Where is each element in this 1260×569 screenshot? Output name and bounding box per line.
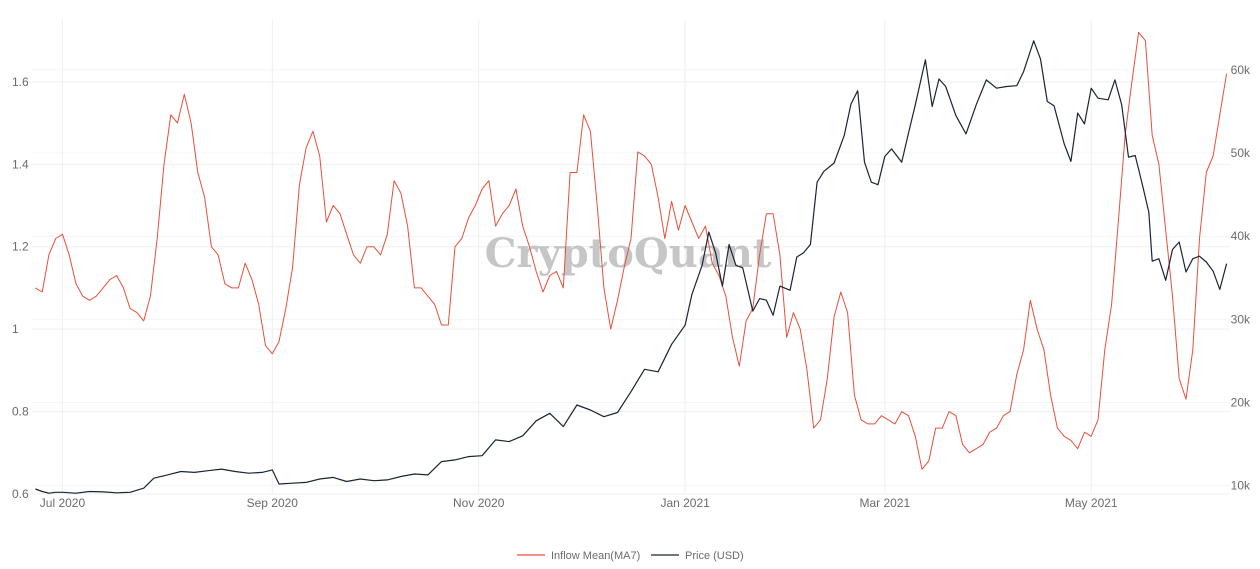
y-left-tick-label: 0.6 <box>12 487 29 501</box>
axes: Jul 2020 Sep 2020 Nov 2020 Jan 2021 Mar 2021… <box>12 63 1251 510</box>
x-tick-label: May 2021 <box>1065 496 1118 510</box>
watermark-text: CryptoQuant <box>485 230 772 277</box>
grid-lines <box>32 20 1230 495</box>
y-left-tick-label: 1.4 <box>12 157 29 171</box>
x-tick-label: Mar 2021 <box>859 496 910 510</box>
y-right-tick-label: 30k <box>1231 312 1251 326</box>
y-left-tick-label: 1 <box>12 322 19 336</box>
y-right-tick-label: 20k <box>1231 396 1251 410</box>
y-right-tick-label: 60k <box>1231 63 1251 77</box>
legend-label: Inflow Mean(MA7) <box>551 550 640 562</box>
y-left-tick-label: 1.6 <box>12 75 29 89</box>
x-tick-label: Sep 2020 <box>247 496 299 510</box>
x-tick-label: Nov 2020 <box>453 496 505 510</box>
x-tick-label: Jul 2020 <box>40 496 86 510</box>
y-left-tick-label: 0.8 <box>12 405 29 419</box>
legend-item[interactable]: Inflow Mean(MA7) <box>517 550 640 562</box>
y-left-tick-label: 1.2 <box>12 240 29 254</box>
legend-item[interactable]: Price (USD) <box>651 550 744 562</box>
inflow-mean-line <box>35 31 1228 470</box>
series-lines <box>35 31 1228 494</box>
y-right-tick-label: 50k <box>1231 146 1251 160</box>
legend: Inflow Mean(MA7) Price (USD) <box>517 550 744 562</box>
y-right-tick-label: 10k <box>1231 479 1251 493</box>
legend-label: Price (USD) <box>685 550 744 562</box>
x-tick-label: Jan 2021 <box>660 496 710 510</box>
price-line <box>35 40 1228 494</box>
y-right-tick-label: 40k <box>1231 229 1251 243</box>
